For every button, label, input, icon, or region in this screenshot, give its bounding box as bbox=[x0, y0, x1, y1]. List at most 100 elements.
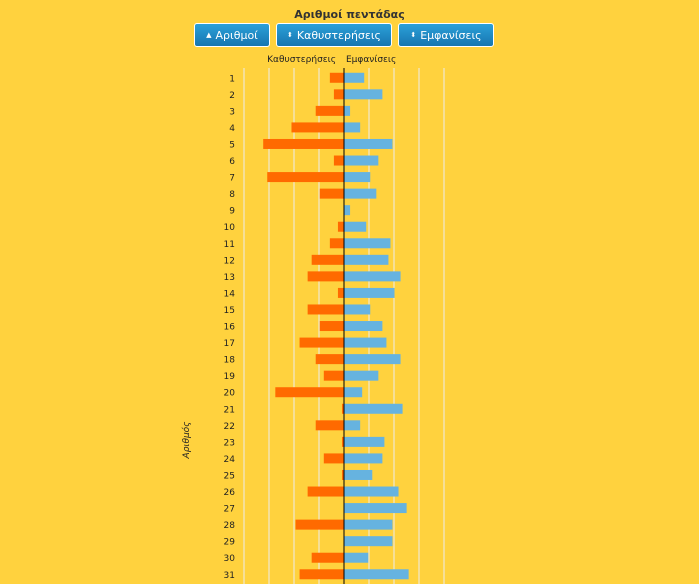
appearances-bar bbox=[344, 552, 369, 563]
delays-bar bbox=[337, 287, 344, 298]
delays-header: Καθυστερήσεις bbox=[267, 55, 336, 65]
appearances-bar bbox=[344, 569, 409, 580]
category-label: 11 bbox=[224, 240, 235, 250]
appearances-bar bbox=[344, 519, 393, 530]
category-label: 4 bbox=[229, 124, 235, 134]
delays-bar bbox=[341, 436, 344, 447]
y-axis-label: Αριθμός bbox=[181, 422, 192, 460]
appearances-bar bbox=[344, 304, 371, 315]
appearances-bar bbox=[344, 238, 391, 249]
delays-bar bbox=[329, 238, 344, 249]
delays-bar bbox=[315, 354, 344, 365]
category-label: 16 bbox=[224, 323, 236, 333]
category-label: 21 bbox=[224, 405, 235, 415]
appearances-header: Εμφανίσεις bbox=[346, 55, 396, 65]
appearances-bar bbox=[344, 453, 383, 464]
appearances-bar bbox=[344, 370, 379, 381]
category-label: 17 bbox=[224, 339, 235, 349]
sort-by-appearances-button[interactable]: ⬍ Εμφανίσεις bbox=[398, 23, 494, 47]
category-label: 7 bbox=[229, 174, 235, 184]
delays-bar bbox=[295, 519, 344, 530]
category-label: 6 bbox=[229, 157, 235, 167]
appearances-bar bbox=[344, 420, 361, 431]
delays-bar bbox=[333, 89, 344, 100]
appearances-bar bbox=[344, 155, 379, 166]
delays-bar bbox=[263, 138, 344, 149]
category-label: 5 bbox=[229, 140, 235, 150]
category-label: 27 bbox=[224, 505, 235, 515]
category-label: 26 bbox=[224, 488, 236, 498]
appearances-bar bbox=[344, 138, 393, 149]
category-label: 14 bbox=[224, 289, 236, 299]
category-label: 18 bbox=[224, 356, 236, 366]
category-label: 28 bbox=[224, 521, 236, 531]
category-label: 2 bbox=[229, 91, 235, 101]
delays-bar bbox=[333, 155, 344, 166]
category-label: 15 bbox=[224, 306, 235, 316]
appearances-bar bbox=[344, 503, 407, 514]
appearances-bar bbox=[344, 486, 399, 497]
appearances-bar bbox=[344, 436, 385, 447]
category-label: 23 bbox=[224, 438, 235, 448]
category-label: 8 bbox=[229, 190, 235, 200]
appearances-bar bbox=[344, 469, 373, 480]
delays-bar bbox=[299, 569, 344, 580]
delays-bar bbox=[311, 552, 344, 563]
appearances-bar bbox=[344, 72, 365, 83]
appearances-bar bbox=[344, 205, 351, 216]
appearances-bar bbox=[344, 536, 393, 547]
delays-bar bbox=[341, 469, 344, 480]
category-label: 1 bbox=[229, 74, 235, 84]
delays-bar bbox=[337, 221, 344, 232]
sort-up-icon: ▲ bbox=[206, 30, 212, 39]
delays-bar bbox=[299, 337, 344, 348]
delays-bar bbox=[323, 370, 344, 381]
appearances-bar bbox=[344, 89, 383, 100]
category-label: 13 bbox=[224, 273, 235, 283]
delays-bar bbox=[311, 254, 344, 265]
delays-bar bbox=[323, 453, 344, 464]
delays-bar bbox=[329, 72, 344, 83]
chart-title: Αριθμοί πεντάδας bbox=[294, 8, 405, 21]
appearances-bar bbox=[344, 354, 401, 365]
sort-by-number-button[interactable]: ▲ Αριθμοί bbox=[194, 23, 270, 47]
delays-bar bbox=[307, 304, 344, 315]
appearances-bar bbox=[344, 188, 377, 199]
appearances-bar bbox=[344, 403, 403, 414]
delays-bar bbox=[315, 105, 344, 116]
appearances-bar bbox=[344, 271, 401, 282]
category-label: 31 bbox=[224, 571, 235, 581]
category-label: 12 bbox=[224, 256, 235, 266]
category-label: 20 bbox=[224, 389, 236, 399]
sort-by-delays-button[interactable]: ⬍ Καθυστερήσεις bbox=[276, 23, 392, 47]
appearances-bar bbox=[344, 287, 395, 298]
category-label: 30 bbox=[224, 554, 236, 564]
appearances-bar bbox=[344, 387, 363, 398]
delays-bar bbox=[319, 188, 344, 199]
appearances-bar bbox=[344, 321, 383, 332]
category-label: 3 bbox=[229, 107, 235, 117]
appearances-bar bbox=[344, 337, 387, 348]
appearances-bar bbox=[344, 172, 371, 183]
category-label: 9 bbox=[229, 207, 235, 217]
delays-bar bbox=[307, 486, 344, 497]
sort-by-appearances-label: Εμφανίσεις bbox=[420, 28, 482, 42]
appearances-bar bbox=[344, 105, 351, 116]
delays-bar bbox=[315, 420, 344, 431]
category-label: 22 bbox=[224, 422, 235, 432]
sort-both-icon: ⬍ bbox=[286, 30, 293, 39]
category-label: 29 bbox=[224, 538, 236, 548]
appearances-bar bbox=[344, 221, 367, 232]
category-label: 10 bbox=[224, 223, 236, 233]
delays-bar bbox=[341, 403, 344, 414]
sort-both-icon: ⬍ bbox=[410, 30, 417, 39]
delays-bar bbox=[291, 122, 344, 133]
appearances-bar bbox=[344, 122, 361, 133]
category-label: 19 bbox=[224, 372, 236, 382]
delays-bar bbox=[275, 387, 344, 398]
delays-bar bbox=[307, 271, 344, 282]
sort-by-number-label: Αριθμοί bbox=[215, 28, 258, 42]
category-label: 25 bbox=[224, 471, 235, 481]
sort-by-delays-label: Καθυστερήσεις bbox=[296, 28, 382, 42]
